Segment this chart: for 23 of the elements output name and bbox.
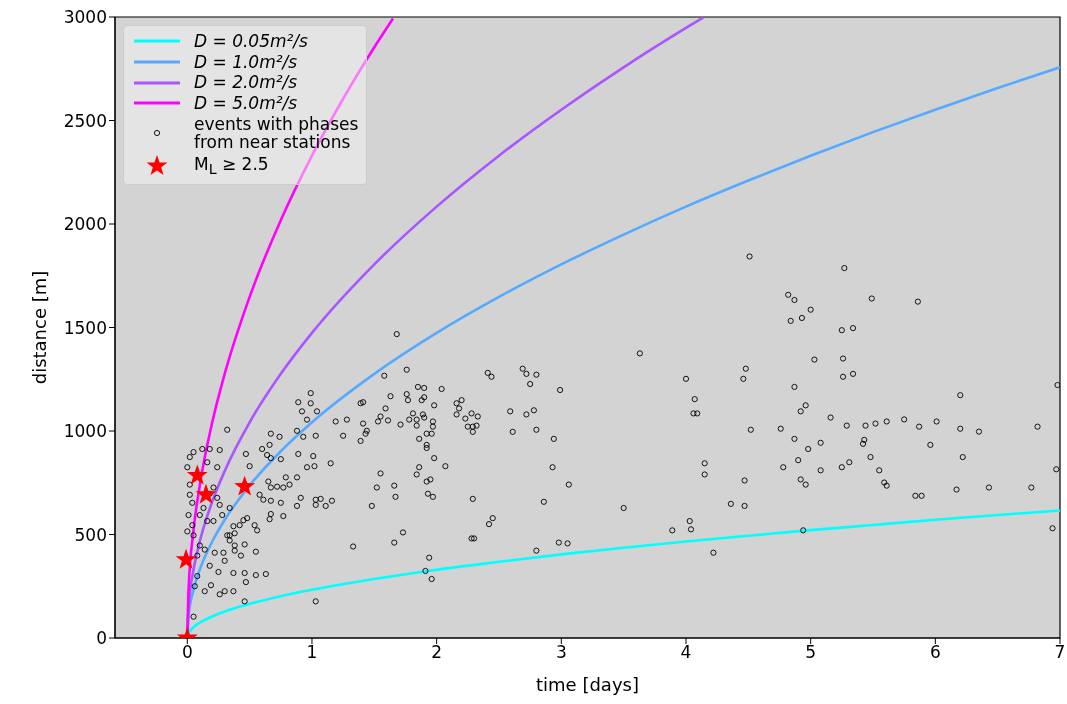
legend-label: D = 2.0m²/s [194,72,298,93]
y-tick-label: 2000 [63,214,107,235]
x-tick-label: 4 [680,642,692,663]
x-axis-title: time [days] [536,674,639,695]
x-tick-label: 5 [805,642,817,663]
x-tick-label: 0 [181,642,193,663]
x-tick-label: 7 [1054,642,1066,663]
legend-label: D = 5.0m²/s [194,93,298,114]
x-tick-label: 6 [929,642,941,663]
legend-label: D = 0.05m²/s [194,31,308,51]
legend-label: events with phases from near stations [194,113,359,153]
y-tick-label: 1000 [63,421,107,442]
x-tick-label: 3 [555,642,567,663]
y-axis-title: distance [m] [29,270,51,385]
y-tick-label: 1500 [63,317,107,338]
y-tick-label: 0 [96,628,107,649]
x-tick-label: 2 [431,642,443,663]
y-tick-label: 500 [74,524,107,545]
x-tick-label: 1 [306,642,318,663]
legend-label: D = 1.0m²/s [194,51,298,72]
legend-label: M$_{L}$ ≥ 2.5 [194,153,269,178]
y-tick-label: 2500 [63,110,107,131]
y-tick-label: 3000 [63,7,107,28]
